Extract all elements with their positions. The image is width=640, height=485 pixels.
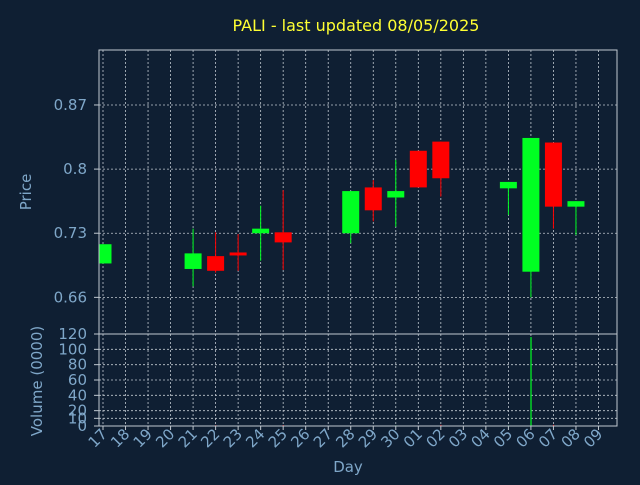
price-tick-label: 0.8 [63,160,87,178]
volume-bar [440,424,442,426]
candle-body [364,187,382,211]
volume-tick-label: 80 [68,356,87,374]
candle-body [207,256,225,271]
candle-body [432,141,450,179]
candle-body [184,253,202,269]
volume-tick-label: 20 [68,402,87,420]
price-tick-label: 0.73 [54,224,87,242]
price-tick-label: 0.87 [54,96,87,114]
candle-body [522,137,540,272]
price-panel: 0.66 0.73 0.8 0.87 Price [17,49,618,335]
x-ticks: 1718192021222324252627282930010203040506… [85,425,607,451]
candle-body [567,201,585,207]
candle-body [409,150,427,188]
volume-tick-label: 40 [68,386,87,404]
volume-grid [99,334,617,426]
volume-tick-label: 120 [58,325,87,343]
chart-title: PALI - last updated 08/05/2025 [233,16,480,35]
candle-body [274,232,292,243]
price-axis-label: Price [17,174,35,211]
x-tick-label: 09 [580,425,606,451]
x-axis-label: Day [333,458,363,476]
volume-tick-label: 0 [77,417,87,435]
price-tick-label: 0.66 [54,288,87,306]
volume-tick-label: 60 [68,371,87,389]
volume-axis-label: Volume (0000) [28,326,46,436]
candle-body [99,244,112,264]
candle-body [387,191,405,198]
candle-body [544,142,562,207]
price-y-ticks: 0.66 0.73 0.8 0.87 [54,96,99,306]
candle-body [252,228,270,234]
volume-bar [552,424,555,426]
price-candles [99,137,585,298]
volume-tick-label: 100 [58,340,87,358]
candle-body [499,181,517,189]
volume-tick-label: 10 [68,409,87,427]
volume-bar [530,337,532,426]
candle-body [229,252,247,256]
candle-body [342,191,360,234]
